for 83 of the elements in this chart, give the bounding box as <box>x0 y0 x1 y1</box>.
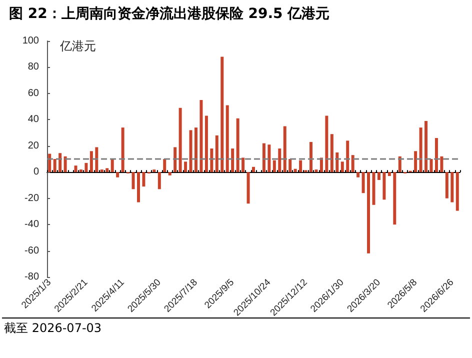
bar <box>340 162 344 172</box>
y-tick-label: -60 <box>24 245 40 256</box>
y-tick-label: 100 <box>22 36 40 46</box>
bar <box>168 172 172 176</box>
bar <box>445 172 448 198</box>
bar <box>74 166 78 172</box>
bar <box>184 162 188 172</box>
y-tick-label: 0 <box>33 166 40 178</box>
bar <box>367 172 370 254</box>
bar <box>236 118 240 172</box>
y-tick-label: 60 <box>28 88 40 99</box>
bar <box>382 172 386 200</box>
bar <box>393 172 396 225</box>
bar <box>288 159 292 172</box>
bar <box>414 151 418 172</box>
bar <box>210 148 214 172</box>
y-tick-label: -40 <box>24 219 40 230</box>
bar <box>163 159 166 172</box>
bar <box>95 147 98 172</box>
bar <box>272 160 276 172</box>
bar <box>64 156 67 172</box>
bar <box>48 154 52 172</box>
bar <box>152 169 156 172</box>
bar <box>110 159 114 172</box>
bar <box>377 172 380 180</box>
bar <box>132 172 135 190</box>
bar <box>189 130 192 172</box>
bar <box>430 159 433 172</box>
bar <box>215 135 218 172</box>
bar <box>116 172 120 178</box>
bar <box>142 172 146 187</box>
bar <box>456 172 459 211</box>
bar <box>310 142 313 172</box>
bar <box>294 168 297 172</box>
bar <box>268 144 271 172</box>
bar <box>174 147 177 172</box>
bar <box>388 172 391 176</box>
bar <box>362 172 365 194</box>
bar <box>90 151 93 172</box>
bar <box>351 155 354 172</box>
y-axis-title: 亿港元 <box>59 39 96 53</box>
bar <box>356 172 360 178</box>
bar <box>100 169 104 172</box>
bar <box>84 162 88 172</box>
bar <box>372 172 376 205</box>
y-tick-label: -20 <box>24 192 40 204</box>
bar <box>58 153 62 172</box>
bar <box>450 172 454 202</box>
bar <box>325 116 328 172</box>
bar <box>434 138 438 172</box>
y-tick-label: -80 <box>24 272 40 282</box>
bar <box>424 120 428 172</box>
bar <box>314 169 318 172</box>
bar <box>278 148 282 172</box>
y-tick-label: 40 <box>28 114 40 126</box>
bar <box>178 108 182 172</box>
y-tick-label: 20 <box>28 140 40 152</box>
bar <box>262 143 266 172</box>
bar <box>283 126 286 172</box>
bar <box>440 156 444 172</box>
bar <box>346 140 350 172</box>
bar <box>299 160 302 172</box>
chart-title: 图 22：上周南向资金净流出港股保险 29.5 亿港元 <box>9 5 330 22</box>
bar <box>252 166 255 172</box>
bar <box>419 128 422 172</box>
text: 截至 2026-07-03 <box>4 321 102 335</box>
bar <box>220 56 224 172</box>
bar <box>226 105 229 172</box>
bar <box>136 172 140 202</box>
bar <box>200 100 203 172</box>
bar <box>231 148 234 172</box>
bar <box>330 134 334 172</box>
bar <box>121 128 124 172</box>
bar <box>53 159 56 172</box>
bar <box>194 128 198 172</box>
y-tick-label: 80 <box>28 62 40 73</box>
bar <box>106 168 109 172</box>
bar <box>336 152 339 172</box>
bar <box>242 158 245 172</box>
bar <box>158 172 161 190</box>
bar <box>204 116 208 172</box>
bar <box>246 172 250 204</box>
bar <box>79 169 82 172</box>
